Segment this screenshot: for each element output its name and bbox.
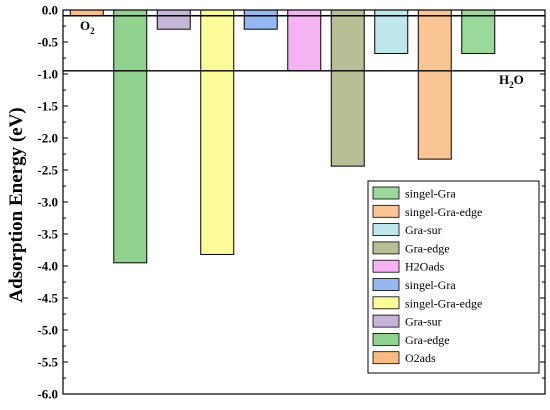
- legend-label: Gra-edge: [405, 241, 450, 255]
- legend-label: Gra-edge: [405, 333, 450, 347]
- bar-gra-edge: [330, 9, 365, 167]
- bar-gra-sur: [374, 9, 409, 55]
- y-tick-label: -2.0: [37, 131, 58, 146]
- legend-label: H2Oads: [405, 260, 445, 274]
- reference-label-1: H2O: [499, 72, 524, 90]
- y-tick-label: -6.0: [37, 387, 58, 402]
- legend-label: singel-Gra-edge: [405, 205, 482, 219]
- y-tick-label: 0.0: [42, 3, 58, 18]
- legend-swatch: [372, 241, 400, 255]
- bar-singel-gra: [243, 9, 278, 30]
- y-tick-label: -5.5: [37, 355, 58, 370]
- legend-swatch: [372, 223, 400, 237]
- bar-gra-sur: [156, 9, 191, 30]
- bar-singel-gra: [461, 9, 496, 55]
- legend-swatch: [372, 204, 400, 218]
- axes-layer: 0.0 -0.5 -1.0 -1.5 -2.0 -2.5 -3.0 -3.5 -4.0 -4.5 -…: [37, 3, 546, 402]
- bar-h2oads: [287, 9, 322, 72]
- legend-label: Gra-sur: [405, 223, 442, 237]
- y-tick-label: -1.0: [37, 67, 58, 82]
- y-tick-label: -4.5: [37, 291, 58, 306]
- legend-label: singel-Gra: [405, 187, 456, 201]
- bars-layer: [69, 9, 496, 264]
- y-tick-label: -0.5: [37, 35, 58, 50]
- legend: singel-Gra singel-Gra-edge Gra-sur Gra-edge…: [367, 180, 540, 374]
- legend-swatch: [372, 314, 400, 328]
- reference-label-0: O2: [80, 18, 95, 36]
- legend-swatch: [372, 351, 400, 365]
- bar-singel-gra-edge: [200, 9, 235, 255]
- legend-swatch: [372, 259, 400, 273]
- bar-gra-edge: [113, 9, 148, 264]
- y-tick-label: -2.5: [37, 163, 58, 178]
- legend-swatch: [372, 186, 400, 200]
- y-tick-label: -3.0: [37, 195, 58, 210]
- legend-label: Gra-sur: [405, 315, 442, 329]
- legend-swatch: [372, 296, 400, 310]
- legend-label: O2ads: [405, 351, 436, 365]
- y-tick-label: -4.0: [37, 259, 58, 274]
- legend-label: singel-Gra: [405, 278, 456, 292]
- y-tick-label: -5.0: [37, 323, 58, 338]
- reference-lines-layer: O2 H2O: [63, 15, 545, 90]
- y-tick-label: -3.5: [37, 227, 58, 242]
- legend-label: singel-Gra-edge: [405, 296, 482, 310]
- y-tick-label: -1.5: [37, 99, 58, 114]
- y-axis-title: Adsorption Energy (eV): [6, 107, 27, 302]
- bar-o2ads: [69, 9, 104, 17]
- legend-swatch: [372, 332, 400, 346]
- legend-swatch: [372, 278, 400, 291]
- bar-singel-gra-edge: [417, 9, 452, 160]
